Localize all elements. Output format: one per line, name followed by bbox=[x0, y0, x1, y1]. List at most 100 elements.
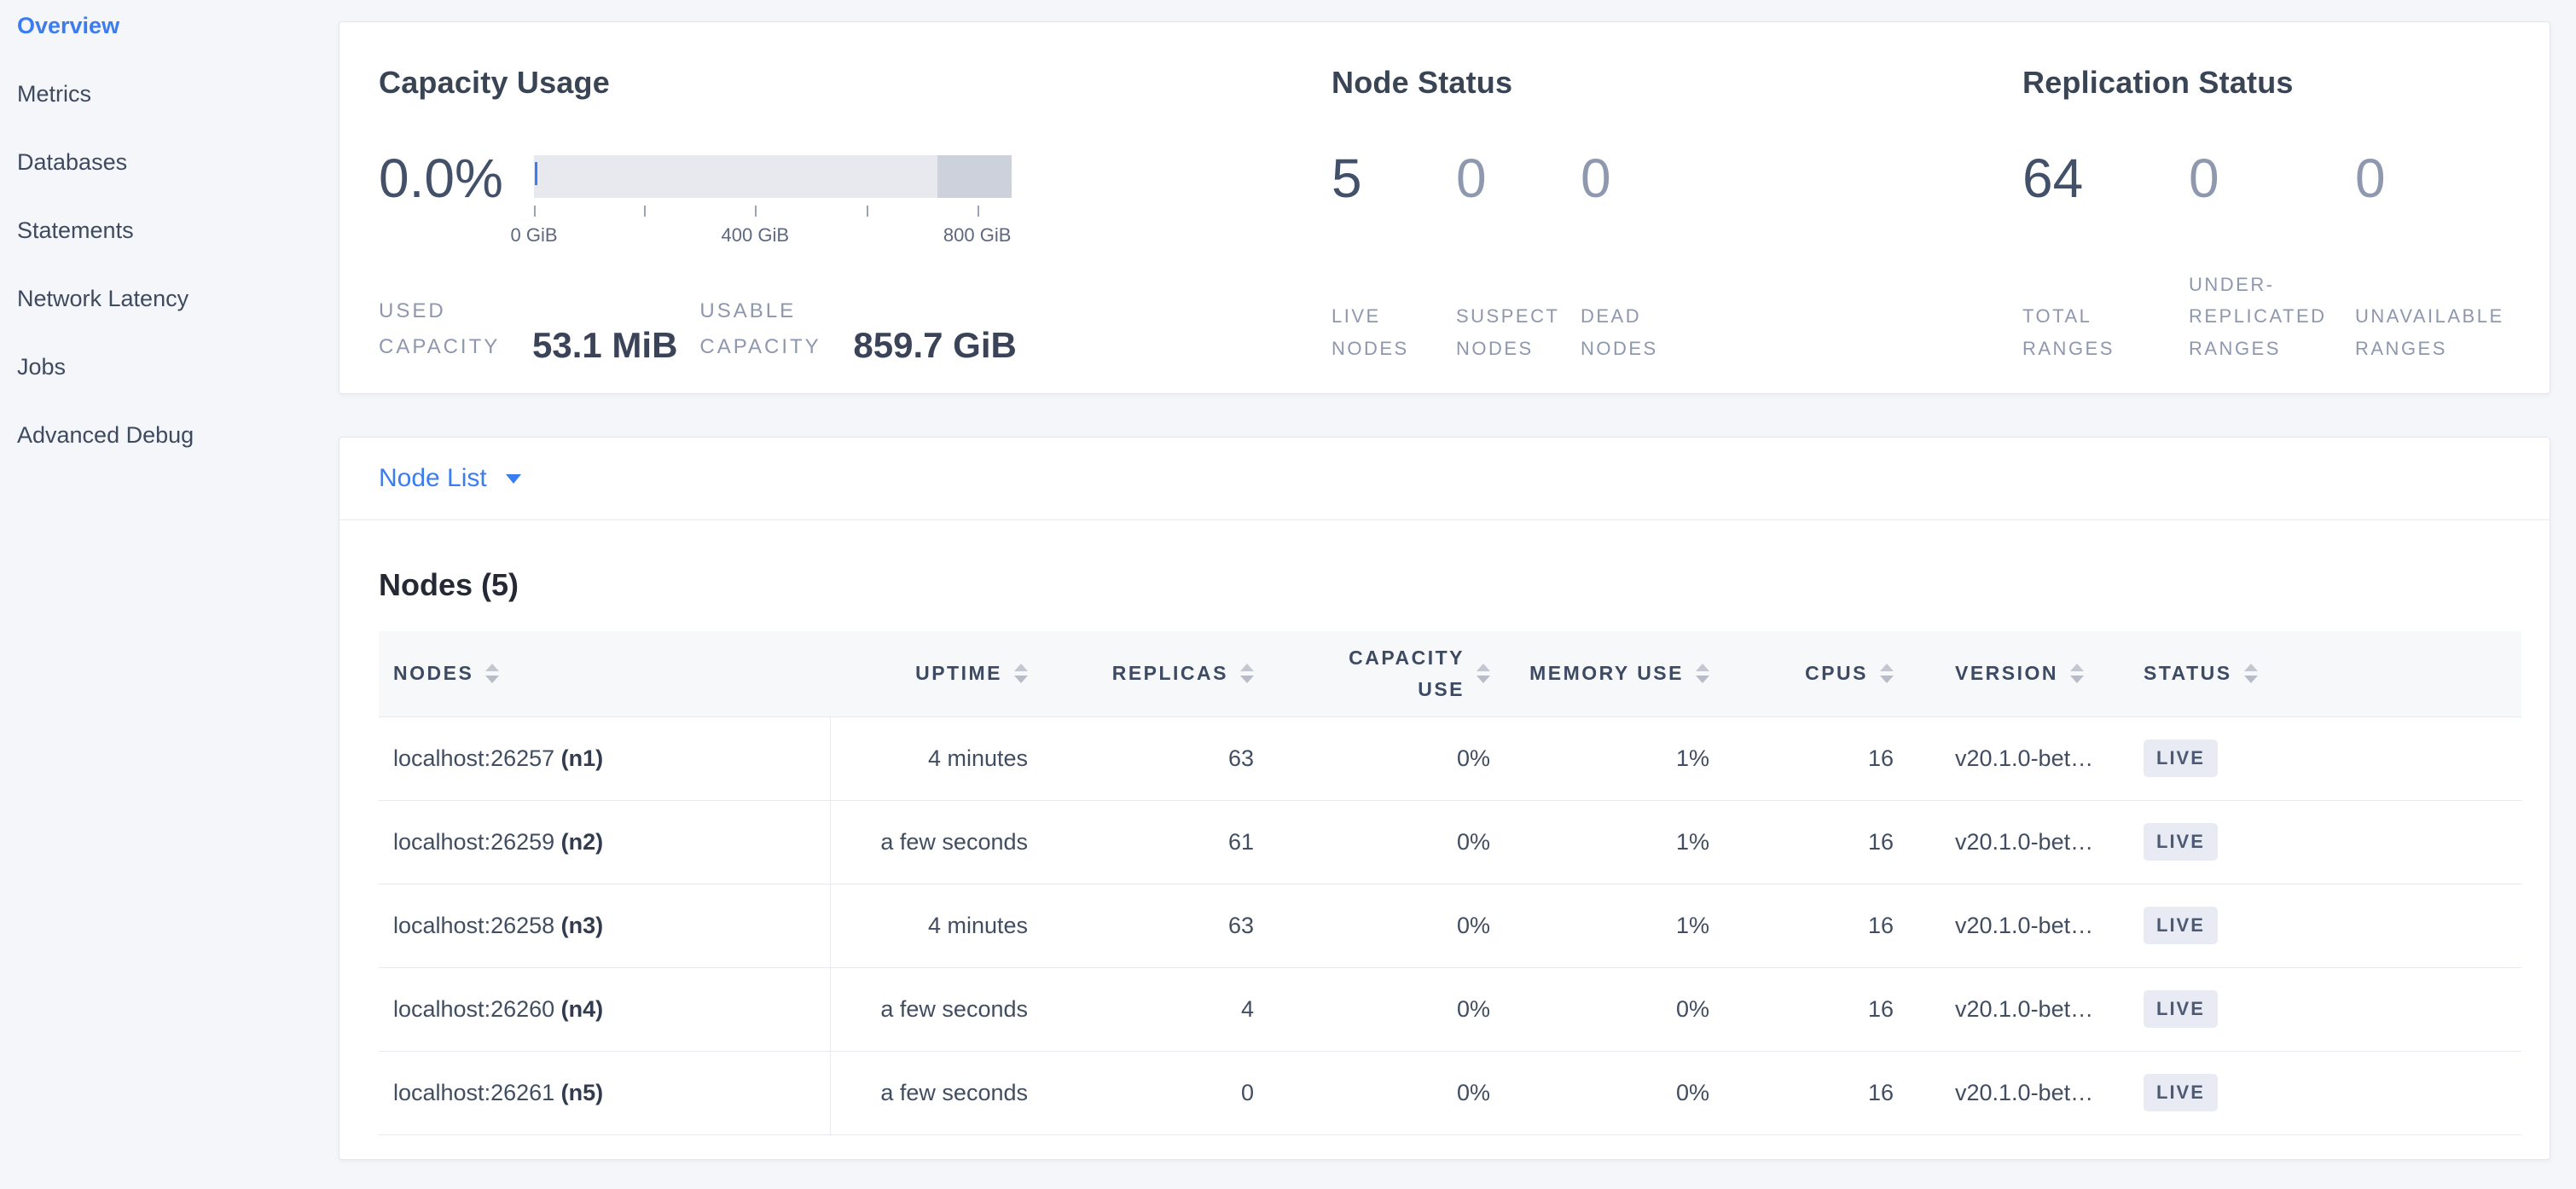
cell-replicas: 0 bbox=[1050, 1051, 1276, 1135]
total-ranges-label: TOTAL RANGES bbox=[2022, 305, 2115, 359]
cell-uptime: 4 minutes bbox=[830, 716, 1050, 801]
sort-icon bbox=[2070, 664, 2085, 684]
column-header-replicas[interactable]: REPLICAS bbox=[1050, 631, 1276, 717]
cell-version: v20.1.0-bet… bbox=[1916, 884, 2095, 968]
cell-uptime: a few seconds bbox=[830, 800, 1050, 884]
cell-replicas: 63 bbox=[1050, 716, 1276, 801]
dead-nodes-count: 0 bbox=[1581, 148, 1611, 209]
nodes-table-title: Nodes (5) bbox=[379, 567, 519, 602]
cell-capacity-use: 0% bbox=[1276, 716, 1512, 801]
sort-icon bbox=[1880, 664, 1894, 684]
node-address-link[interactable]: localhost:26258 bbox=[393, 912, 555, 938]
status-badge: LIVE bbox=[2144, 907, 2218, 944]
sidebar-item-databases[interactable]: Databases bbox=[17, 148, 128, 175]
cell-uptime: a few seconds bbox=[830, 1051, 1050, 1135]
column-header-capacity-use[interactable]: CAPACITY USE bbox=[1276, 631, 1512, 717]
sort-icon bbox=[1696, 664, 1709, 684]
cell-cpus: 16 bbox=[1732, 716, 1916, 801]
node-status-section: Node Status 5 0 0 LIVE NODES SUSPECT NOD… bbox=[1332, 22, 2022, 393]
node-id: (n3) bbox=[560, 912, 604, 938]
unavailable-ranges-count: 0 bbox=[2355, 148, 2386, 209]
node-address-link[interactable]: localhost:26260 bbox=[393, 995, 555, 1022]
cell-status: LIVE bbox=[2095, 800, 2521, 884]
cell-version: v20.1.0-bet… bbox=[1916, 800, 2095, 884]
nodes-table-section: Nodes (5) NODES UPTIME RE bbox=[339, 567, 2550, 1135]
cluster-summary-card: Capacity Usage 0.0% 0 GiB 400 GiB 800 GiB … bbox=[339, 21, 2550, 394]
sidebar-item-metrics[interactable]: Metrics bbox=[17, 80, 91, 107]
capacity-usage-section: Capacity Usage 0.0% 0 GiB 400 GiB 800 GiB … bbox=[379, 22, 1332, 393]
status-badge: LIVE bbox=[2144, 823, 2218, 861]
cell-replicas: 4 bbox=[1050, 967, 1276, 1052]
column-header-status[interactable]: STATUS bbox=[2095, 631, 2521, 717]
status-badge: LIVE bbox=[2144, 1074, 2218, 1111]
node-list-header: Node List bbox=[339, 438, 2550, 520]
node-status-title: Node Status bbox=[1332, 65, 1513, 100]
used-capacity-value: 53.1 MiB bbox=[532, 325, 678, 366]
node-address-link[interactable]: localhost:26259 bbox=[393, 828, 555, 855]
live-nodes-count: 5 bbox=[1332, 148, 1362, 209]
live-nodes-label: LIVE NODES bbox=[1332, 305, 1409, 359]
cell-capacity-use: 0% bbox=[1276, 1051, 1512, 1135]
node-id: (n2) bbox=[560, 828, 604, 855]
cell-version: v20.1.0-bet… bbox=[1916, 716, 2095, 801]
cell-version: v20.1.0-bet… bbox=[1916, 967, 2095, 1052]
node-address-link[interactable]: localhost:26257 bbox=[393, 745, 555, 771]
suspect-nodes-label: SUSPECT NODES bbox=[1456, 305, 1560, 359]
sort-icon bbox=[1477, 664, 1490, 684]
capacity-axis: 0 GiB 400 GiB 800 GiB bbox=[510, 206, 1012, 246]
replication-status-section: Replication Status 64 0 0 TOTAL RANGES U… bbox=[2022, 22, 2550, 393]
used-capacity-label: USED CAPACITY bbox=[379, 299, 501, 358]
cell-uptime: 4 minutes bbox=[830, 884, 1050, 968]
cell-memory-use: 1% bbox=[1512, 716, 1732, 801]
sidebar-item-overview[interactable]: Overview bbox=[17, 12, 120, 38]
column-header-version[interactable]: VERSION bbox=[1916, 631, 2095, 717]
table-row: localhost:26259 (n2) a few seconds 61 0%… bbox=[379, 800, 2521, 884]
node-list-card: Node List Nodes (5) NODES UPTIME bbox=[339, 437, 2550, 1160]
main-content: Capacity Usage 0.0% 0 GiB 400 GiB 800 GiB … bbox=[339, 0, 2550, 1160]
sort-icon bbox=[485, 664, 500, 684]
axis-tick bbox=[755, 206, 757, 217]
nodes-table: NODES UPTIME REPLICAS CAPACITY USE MEMOR bbox=[379, 631, 2521, 1135]
axis-label: 800 GiB bbox=[943, 224, 1012, 246]
usable-capacity-label: USABLE CAPACITY bbox=[699, 299, 821, 358]
sidebar-item-jobs[interactable]: Jobs bbox=[17, 353, 67, 380]
usable-capacity-value: 859.7 GiB bbox=[853, 325, 1017, 366]
column-header-uptime[interactable]: UPTIME bbox=[830, 631, 1050, 717]
capacity-bar-track bbox=[534, 155, 1012, 198]
cell-replicas: 61 bbox=[1050, 800, 1276, 884]
chevron-down-icon bbox=[505, 473, 521, 484]
sidebar-item-advanced-debug[interactable]: Advanced Debug bbox=[17, 421, 194, 448]
under-replicated-ranges-label: UNDER-REPLICATED RANGES bbox=[2189, 273, 2327, 359]
column-header-memory-use[interactable]: MEMORY USE bbox=[1512, 631, 1732, 717]
cell-status: LIVE bbox=[2095, 1051, 2521, 1135]
sidebar-item-statements[interactable]: Statements bbox=[17, 217, 134, 243]
axis-tick bbox=[534, 206, 536, 217]
table-row: localhost:26261 (n5) a few seconds 0 0% … bbox=[379, 1051, 2521, 1135]
sidebar-item-network-latency[interactable]: Network Latency bbox=[17, 285, 189, 311]
suspect-nodes-count: 0 bbox=[1456, 148, 1487, 209]
node-id: (n1) bbox=[560, 745, 604, 771]
capacity-bar-reserved-segment bbox=[937, 155, 1012, 198]
cell-version: v20.1.0-bet… bbox=[1916, 1051, 2095, 1135]
table-header-row: NODES UPTIME REPLICAS CAPACITY USE MEMOR bbox=[379, 631, 2521, 717]
sort-icon bbox=[1240, 664, 1254, 684]
cell-capacity-use: 0% bbox=[1276, 800, 1512, 884]
axis-tick bbox=[644, 206, 647, 217]
node-id: (n5) bbox=[560, 1079, 604, 1105]
axis-tick bbox=[866, 206, 868, 217]
capacity-used-marker bbox=[535, 162, 537, 185]
cell-cpus: 16 bbox=[1732, 1051, 1916, 1135]
usable-capacity-stat: USABLE CAPACITY 859.7 GiB bbox=[699, 293, 1016, 364]
cell-memory-use: 0% bbox=[1512, 967, 1732, 1052]
sort-icon bbox=[2243, 664, 2258, 684]
column-header-nodes[interactable]: NODES bbox=[379, 631, 830, 717]
cell-capacity-use: 0% bbox=[1276, 967, 1512, 1052]
unavailable-ranges-label: UNAVAILABLE RANGES bbox=[2355, 305, 2504, 359]
used-capacity-stat: USED CAPACITY 53.1 MiB bbox=[379, 293, 677, 364]
column-header-cpus[interactable]: CPUS bbox=[1732, 631, 1916, 717]
node-list-dropdown[interactable]: Node List bbox=[379, 464, 521, 493]
cell-memory-use: 1% bbox=[1512, 800, 1732, 884]
node-list-dropdown-label: Node List bbox=[379, 464, 487, 492]
node-address-link[interactable]: localhost:26261 bbox=[393, 1079, 555, 1105]
axis-label: 0 GiB bbox=[510, 224, 558, 246]
